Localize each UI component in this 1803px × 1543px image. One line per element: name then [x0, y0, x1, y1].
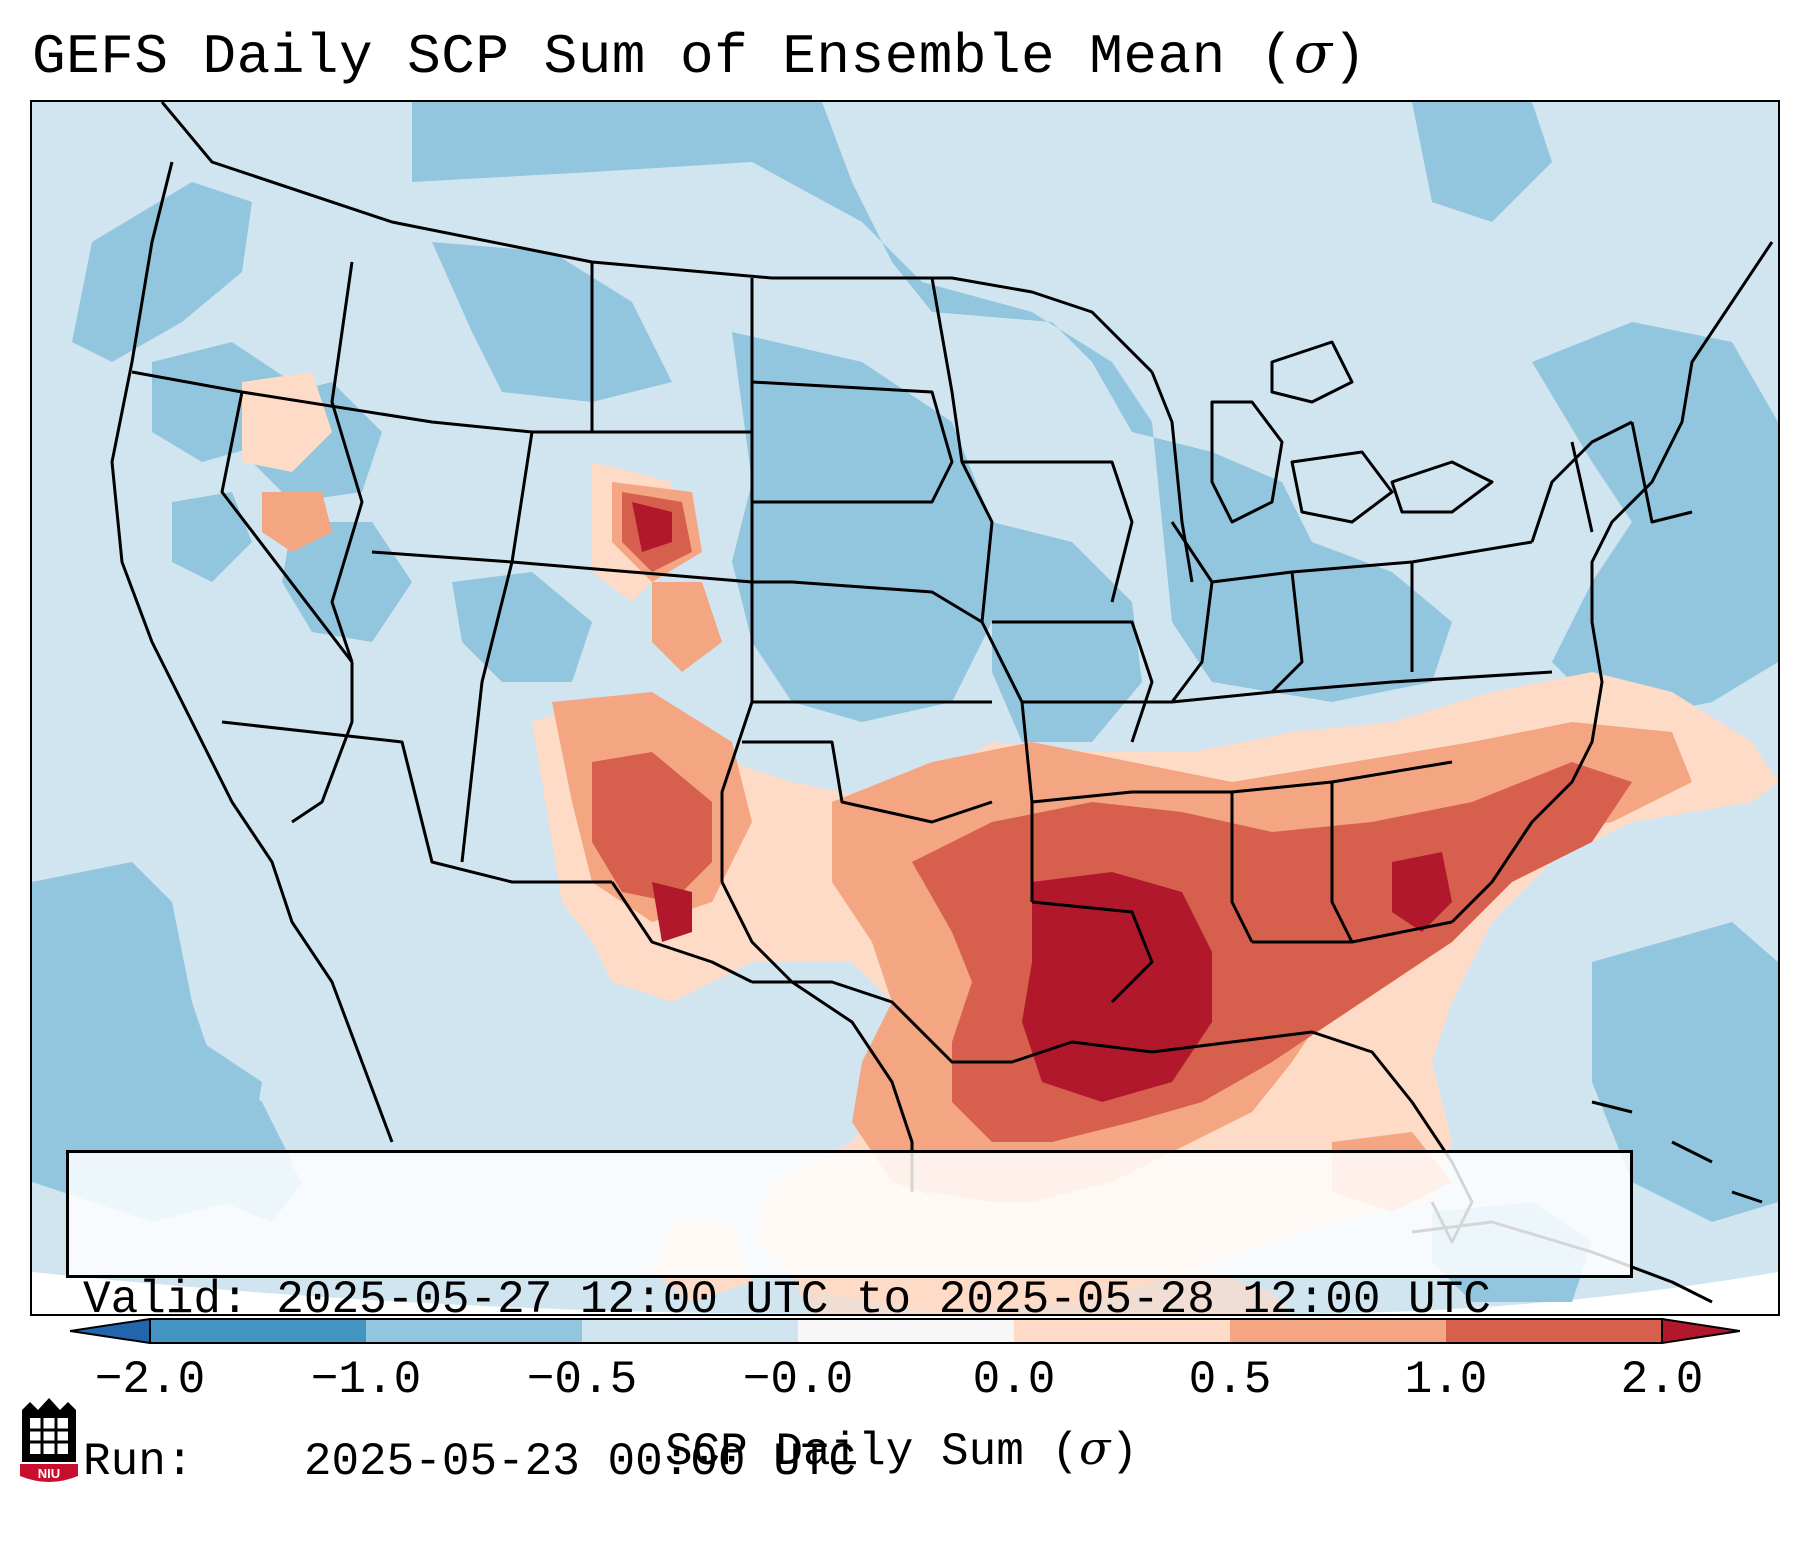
colorbar-label-text: SCP Daily Sum (: [664, 1426, 1080, 1478]
colorbar-label: SCP Daily Sum (σ): [0, 1420, 1803, 1480]
colorbar-seg-6: [1230, 1319, 1446, 1343]
colorbar-seg-5: [1014, 1319, 1230, 1343]
state-boundaries: [110, 102, 1774, 1304]
colorbar: [70, 1318, 1740, 1344]
colorbar-seg-3: [582, 1319, 798, 1343]
map-panel: [30, 100, 1780, 1316]
valid-row: Valid: 2025-05-27 12:00 UTC to 2025-05-2…: [83, 1273, 1616, 1327]
colorbar-label-close: ): [1110, 1426, 1139, 1478]
run-value: 2025-05-23 00:00 UTC: [303, 1436, 856, 1488]
colorbar-extend-high: [1661, 1318, 1740, 1344]
tick-label: −2.0: [94, 1354, 206, 1406]
colorbar-seg-1: [150, 1319, 366, 1343]
colorbar-label-sigma: σ: [1079, 1421, 1111, 1475]
tick-label: −0.0: [742, 1354, 854, 1406]
field-positive-extreme: [632, 502, 1452, 1102]
colorbar-seg-7: [1446, 1319, 1662, 1343]
valid-value: 2025-05-27 12:00 UTC to 2025-05-28 12:00…: [276, 1274, 1491, 1326]
colorbar-extend-low: [70, 1318, 151, 1344]
run-label: Run:: [83, 1436, 194, 1488]
logo-text: NIU: [38, 1466, 60, 1481]
map-edge-right: [1282, 1272, 1778, 1314]
validity-info-box: Valid: 2025-05-27 12:00 UTC to 2025-05-2…: [66, 1150, 1633, 1488]
tick-label: −1.0: [310, 1354, 422, 1406]
tick-label: 2.0: [1620, 1354, 1704, 1406]
tick-label: 1.0: [1404, 1354, 1488, 1406]
title-text: GEFS Daily SCP Sum of Ensemble Mean (: [32, 25, 1294, 89]
tick-label: 0.0: [972, 1354, 1056, 1406]
run-row: Run: 2025-05-23 00:00 UTC: [83, 1435, 1616, 1489]
map-canvas: [32, 102, 1778, 1314]
title-sigma: σ: [1293, 21, 1333, 86]
colorbar-seg-4: [798, 1319, 1014, 1343]
colorbar-seg-2: [366, 1319, 582, 1343]
tick-label: −0.5: [526, 1354, 638, 1406]
colorbar-tick-labels: −2.0 −1.0 −0.5 −0.0 0.0 0.5 1.0 2.0: [0, 1352, 1803, 1412]
logo-window-grid: [30, 1418, 68, 1454]
title-close: ): [1332, 25, 1367, 89]
tick-label: 0.5: [1188, 1354, 1272, 1406]
chart-title: GEFS Daily SCP Sum of Ensemble Mean (σ): [32, 21, 1367, 90]
map-edge: [32, 1272, 832, 1314]
niu-logo: NIU: [20, 1398, 78, 1482]
logo-banner: [20, 1464, 78, 1482]
logo-window-frame: [30, 1418, 68, 1454]
colorbar-outline: [149, 1318, 1663, 1344]
valid-label: Valid:: [83, 1274, 249, 1326]
